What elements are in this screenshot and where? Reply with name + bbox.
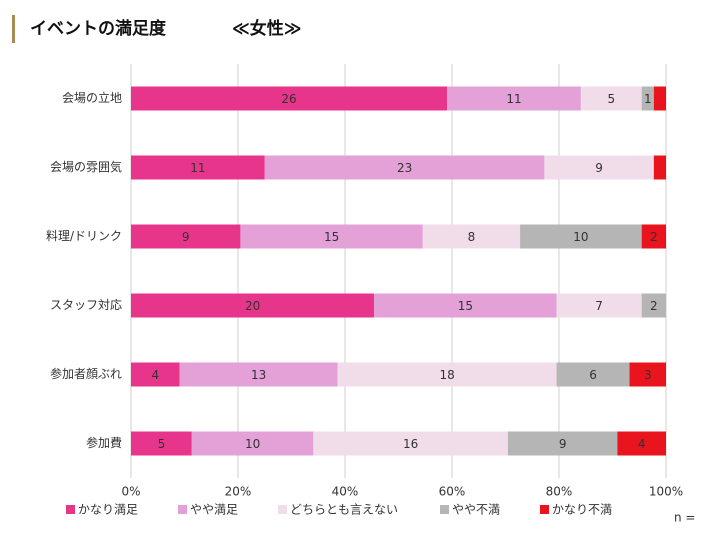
bar-segment	[374, 293, 557, 318]
bar-segment	[179, 362, 338, 387]
bar-segment	[131, 224, 241, 249]
data-label: 15	[458, 299, 473, 313]
bar-segment	[556, 293, 642, 318]
data-label: 10	[245, 437, 260, 451]
legend-swatch	[278, 505, 287, 514]
bar-segment	[191, 431, 314, 456]
bar-segment	[653, 155, 666, 180]
category-label: 料理/ドリンク	[46, 229, 122, 243]
legend-label: かなり不満	[552, 503, 612, 517]
bar-segment	[131, 155, 265, 180]
bar-segment	[544, 155, 654, 180]
legend-label: どちらとも言えない	[290, 503, 398, 517]
x-tick-label: 60%	[439, 485, 466, 499]
bar-segment	[629, 362, 666, 387]
note: n =	[674, 511, 695, 525]
legend-swatch	[178, 505, 187, 514]
legend-swatch	[440, 505, 449, 514]
bar-segment	[447, 86, 581, 111]
data-label: 5	[607, 92, 615, 106]
data-label: 4	[151, 368, 159, 382]
data-label: 5	[158, 437, 166, 451]
legend-swatch	[540, 505, 549, 514]
bar-segment	[422, 224, 521, 249]
legend-label: やや満足	[190, 503, 238, 517]
bar-segment	[131, 86, 448, 111]
chart-subtitle: ≪女性≫	[232, 18, 302, 39]
data-label: 23	[397, 161, 412, 175]
category-label: スタッフ対応	[50, 298, 122, 312]
chart-title: イベントの満足度	[30, 18, 167, 39]
legend-label: やや不満	[452, 503, 500, 517]
data-label: 4	[638, 437, 646, 451]
data-label: 11	[190, 161, 205, 175]
bar-segment	[641, 293, 666, 318]
data-label: 8	[468, 230, 476, 244]
bar-segment	[556, 362, 630, 387]
category-label: 参加者顔ぶれ	[50, 366, 122, 381]
data-label: 10	[573, 230, 588, 244]
data-label: 9	[182, 230, 190, 244]
data-label: 3	[644, 368, 652, 382]
data-label: 15	[324, 230, 339, 244]
bar-segment	[617, 431, 666, 456]
bar-segment	[520, 224, 642, 249]
category-label: 会場の雰囲気	[50, 159, 122, 174]
x-tick-label: 0%	[121, 485, 140, 499]
data-label: 9	[595, 161, 603, 175]
bar-segment	[641, 224, 666, 249]
category-label: 会場の立地	[62, 90, 122, 105]
data-label: 2	[650, 299, 658, 313]
data-label: 6	[589, 368, 597, 382]
title-marker	[12, 15, 15, 43]
category-label: 参加費	[86, 435, 122, 450]
bar-segment	[580, 86, 642, 111]
data-label: 1	[644, 92, 652, 106]
x-tick-label: 40%	[332, 485, 359, 499]
data-label: 26	[281, 92, 296, 106]
bar-segment	[131, 431, 192, 456]
bar-segment	[240, 224, 423, 249]
bar-segment	[653, 86, 666, 111]
data-label: 13	[251, 368, 266, 382]
data-label: 7	[595, 299, 603, 313]
legend-swatch	[66, 505, 75, 514]
bar-segment	[313, 431, 508, 456]
data-label: 20	[245, 299, 260, 313]
bar-segment	[507, 431, 618, 456]
x-tick-label: 80%	[546, 485, 573, 499]
data-label: 16	[403, 437, 418, 451]
bar-segment	[131, 293, 375, 318]
bar-segment	[264, 155, 545, 180]
bar-segment	[641, 86, 654, 111]
data-label: 18	[439, 368, 454, 382]
bar-segment	[337, 362, 557, 387]
bar-segment	[131, 362, 180, 387]
legend-label: かなり満足	[78, 503, 138, 517]
data-label: 2	[650, 230, 658, 244]
data-label: 11	[506, 92, 521, 106]
x-tick-label: 100%	[649, 485, 683, 499]
data-label: 9	[559, 437, 567, 451]
x-tick-label: 20%	[225, 485, 252, 499]
